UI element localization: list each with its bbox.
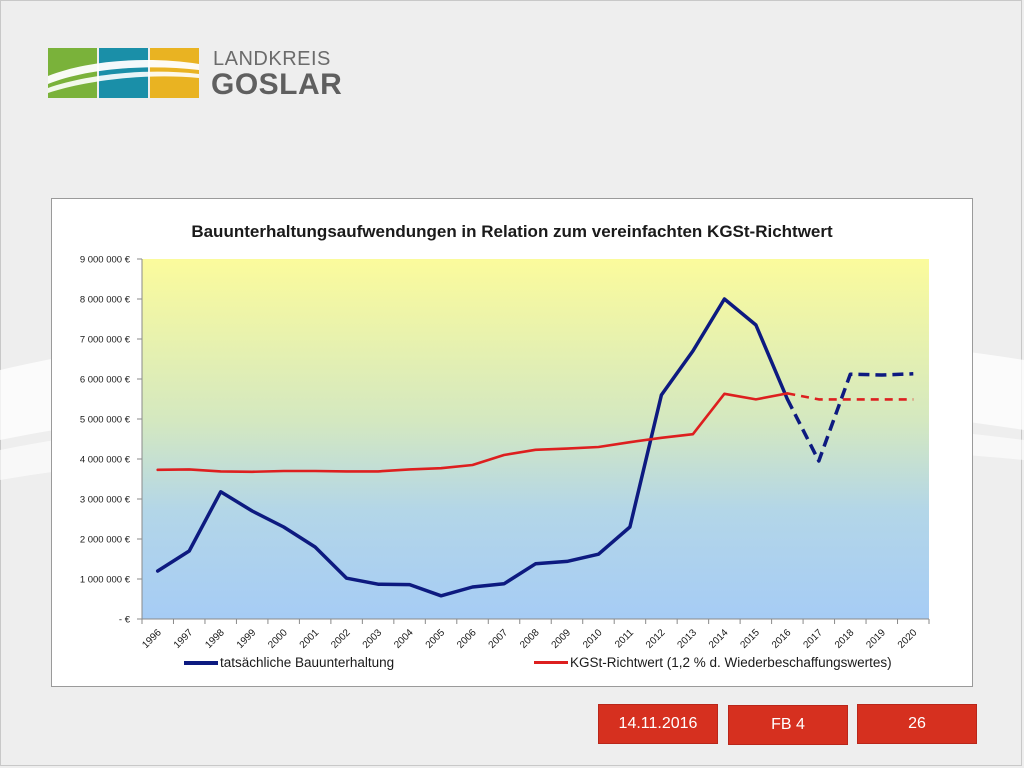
series-line-0-forecast xyxy=(785,372,914,463)
legend-label-actual: tatsächliche Bauunterhaltung xyxy=(220,655,395,670)
y-tick-label: 7 000 000 € xyxy=(80,335,131,346)
x-tick-label: 2000 xyxy=(266,627,290,651)
x-tick-label: 2010 xyxy=(581,627,605,651)
series-line-1-forecast xyxy=(787,392,914,401)
x-tick-label: 2017 xyxy=(801,627,825,651)
y-tick-label: 4 000 000 € xyxy=(80,455,131,466)
legend-swatch-target xyxy=(534,661,568,664)
plot-area xyxy=(142,259,929,619)
x-tick-label: 2006 xyxy=(455,627,479,651)
x-tick-label: 2004 xyxy=(392,627,416,651)
footer-page-number: 26 xyxy=(857,704,977,744)
y-tick-label: 5 000 000 € xyxy=(80,415,131,426)
footer-section: FB 4 xyxy=(728,705,848,745)
legend: tatsächliche Bauunterhaltung KGSt-Richtw… xyxy=(182,655,942,673)
footer-date: 14.11.2016 xyxy=(598,704,718,744)
x-tick-label: 2009 xyxy=(550,627,574,651)
chart-title: Bauunterhaltungsaufwendungen in Relation… xyxy=(191,222,833,241)
chart-container: Bauunterhaltungsaufwendungen in Relation… xyxy=(51,198,973,687)
line-chart: - € 1 000 000 € 2 000 000 € 3 000 000 € 4 00… xyxy=(80,255,930,651)
x-tick-label: 2007 xyxy=(487,627,511,651)
x-tick-label: 2002 xyxy=(329,627,353,651)
y-tick-label: 8 000 000 € xyxy=(80,295,131,306)
x-tick-label: 2001 xyxy=(298,627,322,651)
x-tick-label: 1997 xyxy=(172,627,196,651)
y-tick-label: 1 000 000 € xyxy=(80,575,131,586)
logo-line-1: LANDKREIS xyxy=(213,48,331,70)
x-tick-label: 2008 xyxy=(518,627,542,651)
x-tick-label: 1996 xyxy=(140,627,164,651)
x-tick-label: 2003 xyxy=(361,627,385,651)
y-tick-label: - € xyxy=(119,615,131,626)
x-tick-label: 2020 xyxy=(896,627,920,651)
legend-label-target: KGSt-Richtwert (1,2 % d. Wiederbeschaffu… xyxy=(570,655,892,670)
legend-item-actual: tatsächliche Bauunterhaltung xyxy=(184,655,394,670)
y-tick-label: 2 000 000 € xyxy=(80,535,131,546)
legend-item-target: KGSt-Richtwert (1,2 % d. Wiederbeschaffu… xyxy=(534,655,892,670)
logo-mark xyxy=(48,48,199,98)
x-tick-label: 2015 xyxy=(738,627,762,651)
x-tick-label: 2013 xyxy=(676,627,700,651)
y-tick-label: 9 000 000 € xyxy=(80,255,131,266)
logo xyxy=(48,46,348,102)
legend-swatch-actual xyxy=(184,660,218,665)
y-tick-label: 3 000 000 € xyxy=(80,495,131,506)
series-line-1-actual xyxy=(156,392,789,474)
x-tick-label: 2018 xyxy=(833,627,857,651)
x-tick-label: 2019 xyxy=(864,627,888,651)
logo-line-2: GOSLAR xyxy=(211,68,343,101)
x-tick-label: 1999 xyxy=(235,627,259,651)
x-tick-label: 2016 xyxy=(770,627,794,651)
x-tick-label: 2011 xyxy=(613,627,636,650)
y-tick-label: 6 000 000 € xyxy=(80,375,131,386)
x-tick-label: 2014 xyxy=(707,627,731,651)
x-tick-label: 2005 xyxy=(424,627,448,651)
x-tick-label: 1998 xyxy=(203,627,227,651)
series-line-0-actual xyxy=(155,297,790,598)
x-tick-label: 2012 xyxy=(644,627,668,651)
